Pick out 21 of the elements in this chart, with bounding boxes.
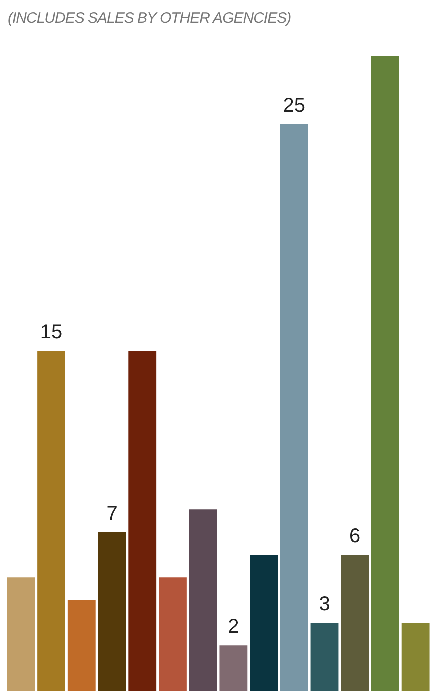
bar	[372, 56, 400, 691]
bar	[250, 555, 278, 691]
data-label: 15	[40, 322, 63, 344]
bar	[402, 623, 430, 691]
bar	[310, 623, 339, 691]
bar	[189, 510, 218, 691]
bar	[341, 555, 370, 691]
data-label: 2	[228, 616, 240, 638]
chart-subtitle: (INCLUDES SALES BY OTHER AGENCIES)	[8, 10, 292, 27]
data-label: 25	[283, 94, 306, 117]
data-label: 3	[319, 594, 330, 616]
bar	[220, 646, 248, 691]
bar	[159, 578, 187, 691]
bar	[7, 578, 36, 691]
bar	[128, 351, 157, 691]
data-label: 6	[350, 526, 361, 548]
bar	[68, 600, 96, 691]
bar	[38, 351, 66, 691]
data-label: 7	[106, 502, 118, 525]
bar	[280, 124, 308, 691]
bar	[98, 532, 126, 691]
